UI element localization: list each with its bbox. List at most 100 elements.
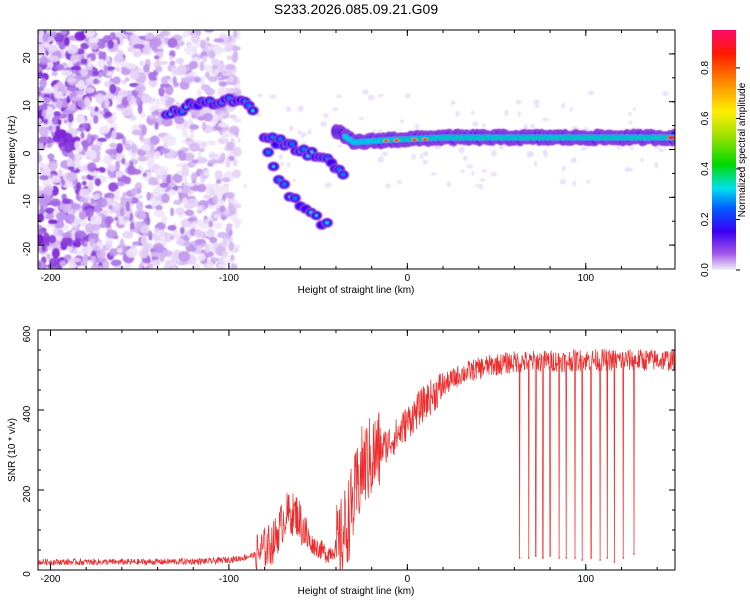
spectrogram-noise-blob — [98, 126, 110, 135]
snr-dropout-point — [613, 561, 616, 563]
spectrogram-noise-blob — [42, 33, 49, 43]
spectrogram-noise-blob — [110, 153, 116, 160]
spectrogram-noise-blob — [278, 154, 284, 160]
spectrogram-noise-blob — [186, 182, 195, 187]
spectrogram-noise-blob — [217, 71, 224, 78]
spectrogram-noise-blob — [137, 194, 143, 199]
spectrogram-noise-blob — [202, 194, 211, 199]
branch-b-blob — [281, 182, 287, 187]
spectrogram-noise-blob — [208, 203, 217, 210]
spectrogram-noise-blob — [60, 70, 73, 77]
spectrogram-noise-blob — [217, 62, 226, 73]
spectrogram-noise-blob — [48, 55, 60, 63]
spectrogram-noise-blob — [176, 163, 183, 168]
spectrogram-noise-blob — [226, 80, 238, 86]
spectrogram-noise-blob — [72, 249, 78, 255]
spectrogram-noise-blob — [297, 129, 302, 136]
spectrogram-noise-blob — [174, 124, 186, 130]
spectrogram-noise-blob — [85, 222, 95, 234]
spectrogram-noise-blob — [51, 123, 56, 133]
spectrogram-noise-blob — [534, 103, 540, 108]
spectrogram-noise-blob — [523, 123, 529, 130]
spectrogram-noise-blob — [61, 198, 71, 205]
spectrogram-noise-blob — [151, 259, 161, 267]
spectrogram-noise-blob — [123, 262, 131, 269]
branch-a-blob — [269, 135, 275, 140]
spectrogram-noise-blob — [225, 132, 234, 138]
spectrogram-noise-blob — [199, 75, 205, 87]
spectrogram-noise-blob — [560, 102, 566, 109]
spectrogram-noise-blob — [38, 136, 49, 144]
x-tick-label: 0 — [405, 574, 411, 585]
spectrogram-noise-blob — [198, 147, 205, 153]
snr-dropout-point — [581, 559, 584, 561]
spectrogram-noise-blob — [43, 118, 49, 125]
spectrogram-noise-blob — [481, 169, 488, 173]
branch-a-blob — [277, 136, 283, 141]
snr-dropout-point — [599, 559, 601, 561]
spectrogram-noise-blob — [161, 117, 173, 127]
spectrogram-noise-blob — [155, 204, 163, 211]
spectrogram-noise-blob — [140, 234, 148, 246]
spectrogram-noise-blob — [234, 83, 240, 90]
spectrogram-noise-blob — [74, 140, 81, 149]
spectrogram-noise-blob — [113, 265, 126, 269]
spectrogram-noise-blob — [116, 49, 124, 57]
spectrogram-noise-blob — [481, 123, 486, 129]
spectrogram-noise-blob — [94, 215, 102, 225]
spectrogram-noise-blob — [211, 58, 220, 66]
snr-dropout-point — [558, 557, 560, 559]
spectrogram-noise-blob — [189, 75, 195, 82]
branch-b-blob — [325, 221, 329, 225]
branch-a-blob — [289, 141, 295, 146]
spectrogram-noise-blob — [288, 125, 294, 132]
x-tick-label: -100 — [219, 574, 239, 585]
spectrogram-noise-blob — [132, 50, 142, 58]
spectrogram-noise-blob — [203, 30, 215, 33]
spectrogram-noise-blob — [131, 168, 142, 175]
spectrogram-noise-blob — [466, 164, 474, 169]
spectrogram-noise-blob — [218, 122, 228, 128]
spectrogram-noise-blob — [172, 76, 177, 85]
spectrogram-noise-blob — [130, 187, 138, 196]
spectrogram-noise-blob — [526, 151, 532, 158]
spectrogram-noise-blob — [43, 103, 48, 111]
spectrogram-noise-blob — [184, 209, 195, 216]
spectrogram-noise-blob — [175, 207, 185, 216]
y-tick-label: 0 — [22, 150, 33, 156]
x-tick-label: 100 — [577, 574, 594, 585]
spectrogram-noise-blob — [146, 216, 151, 226]
spectrogram-noise-blob — [193, 185, 199, 192]
spectrogram-noise-blob — [105, 71, 114, 77]
spectrogram-noise-blob — [228, 199, 239, 204]
snr-series-line — [38, 349, 675, 570]
spectrogram-noise-blob — [215, 178, 222, 185]
spectrogram-noise-blob — [207, 261, 214, 269]
spectrogram-noise-blob — [137, 104, 143, 115]
y-tick-label: 200 — [22, 485, 33, 502]
spectrogram-noise-blob — [586, 179, 591, 184]
spectrogram-noise-blob — [194, 43, 200, 48]
spectrogram-noise-blob — [93, 115, 99, 124]
snr-y-ticks: 600 400 200 0 — [22, 325, 675, 577]
spectrogram-noise-blob — [80, 68, 89, 77]
spectrogram-noise-blob — [46, 44, 58, 53]
spectrogram-noise-blob — [109, 142, 118, 149]
spectrogram-noise-blob — [222, 250, 229, 259]
spectrogram-noise-blob — [172, 173, 183, 184]
spectrogram-noise-blob — [116, 142, 124, 154]
snr-dropout-point — [622, 557, 625, 559]
spectrogram-noise-blob — [58, 137, 65, 146]
spectrogram-noise-blob — [149, 135, 160, 146]
spectrogram-noise-blob — [377, 93, 384, 98]
spectrogram-noise-blob — [71, 96, 83, 102]
spectrogram-noise-blob — [227, 204, 233, 211]
spectrogram-noise-blob — [112, 55, 125, 63]
branch-a-blob — [340, 172, 346, 177]
spectrogram-noise-blob — [632, 107, 636, 111]
spectrogram-noise-blob — [81, 122, 89, 129]
spectrogram-noise-blob — [98, 50, 104, 61]
spectrogram-noise-blob — [217, 263, 227, 269]
spectrogram-noise-blob — [148, 76, 158, 81]
spectrogram-noise-blob — [153, 151, 161, 160]
